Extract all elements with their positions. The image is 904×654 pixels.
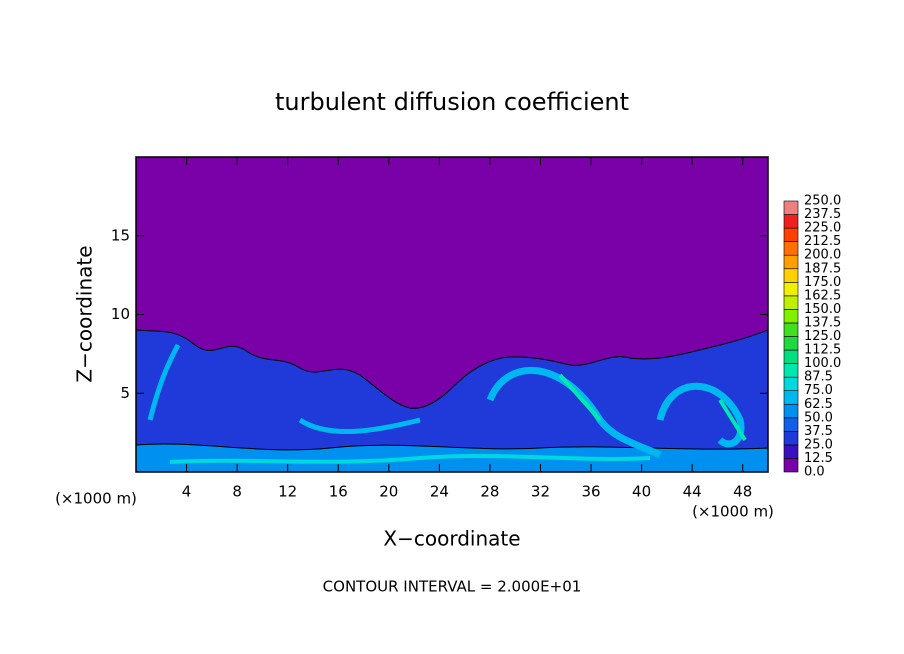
x-tick-label: 28: [480, 483, 499, 501]
colorbar-label: 0.0: [804, 465, 825, 480]
x-unit: (×1000 m): [692, 503, 774, 521]
colorbar-label: 12.5: [804, 451, 833, 466]
colorbar-label: 112.5: [804, 343, 841, 358]
colorbar-label: 200.0: [804, 248, 841, 263]
colorbar-label: 37.5: [804, 424, 833, 439]
colorbar-cell: [783, 322, 799, 337]
colorbar-label: 237.5: [804, 207, 841, 222]
x-tick-label: 40: [632, 483, 651, 501]
colorbar-label: 150.0: [804, 302, 841, 317]
colorbar-cell: [783, 376, 799, 391]
colorbar-label: 212.5: [804, 234, 841, 249]
colorbar-label: 225.0: [804, 221, 841, 236]
colorbar-cell: [783, 458, 799, 473]
colorbar-label: 137.5: [804, 315, 841, 330]
field: [135, 157, 769, 473]
colorbar-cell: [783, 431, 799, 446]
colorbar-label: 125.0: [804, 329, 841, 344]
colorbar-label: 75.0: [804, 383, 833, 398]
field-swirl: [558, 373, 602, 422]
colorbar-label: 250.0: [804, 194, 841, 209]
colorbar-cell: [783, 268, 799, 283]
x-tick-label: 20: [379, 483, 398, 501]
colorbar-cell: [783, 254, 799, 270]
y-tick-label: 10: [111, 305, 130, 323]
y-tick-label: 15: [111, 226, 130, 244]
field-swirl: [298, 417, 421, 435]
colorbar-cell: [783, 309, 799, 324]
x-tick-label: 16: [329, 483, 348, 501]
y-unit: (×1000 m): [55, 490, 137, 508]
footer: CONTOUR INTERVAL = 2.000E+01: [323, 578, 582, 596]
field-swirl: [656, 382, 745, 448]
x-tick-label: 36: [581, 483, 600, 501]
field-region: [135, 329, 769, 473]
field-swirl: [169, 454, 651, 464]
colorbar-cell: [783, 363, 799, 378]
colorbar-cell: [783, 349, 799, 364]
colorbar-cell: [783, 403, 799, 419]
colorbar-cell: [783, 214, 799, 229]
chart-title: turbulent diffusion coefficient: [275, 88, 629, 116]
x-tick-label: 8: [232, 483, 242, 501]
field-swirl: [486, 367, 662, 459]
colorbar-cell: [783, 227, 799, 242]
colorbar-cell: [783, 295, 799, 310]
field-swirl: [147, 343, 181, 421]
colorbar-label: 175.0: [804, 275, 841, 290]
colorbar-label: 100.0: [804, 356, 841, 371]
colorbar-label: 62.5: [804, 397, 833, 412]
colorbar-label: 187.5: [804, 261, 841, 276]
colorbar-cell: [783, 417, 799, 432]
x-tick-label: 4: [182, 483, 192, 501]
colorbar-cell: [783, 281, 799, 297]
colorbar-cell: [783, 390, 799, 405]
x-tick-label: 32: [531, 483, 550, 501]
field-swirl: [718, 398, 747, 442]
colorbar-label: 50.0: [804, 410, 833, 425]
y-axis-label: Z−coordinate: [73, 245, 97, 382]
colorbar-cell: [783, 336, 799, 351]
colorbar-label: 87.5: [804, 370, 833, 385]
colorbar-cell: [783, 241, 799, 256]
x-tick-label: 12: [278, 483, 297, 501]
x-tick-label: 44: [683, 483, 702, 501]
x-axis-label: X−coordinate: [383, 527, 520, 551]
colorbar-cell: [783, 444, 799, 459]
colorbar-label: 25.0: [804, 437, 833, 452]
colorbar-cell: [783, 200, 799, 215]
x-tick-label: 24: [430, 483, 449, 501]
x-tick-label: 48: [733, 483, 752, 501]
colorbar-label: 162.5: [804, 288, 841, 303]
y-tick-label: 5: [120, 384, 130, 402]
